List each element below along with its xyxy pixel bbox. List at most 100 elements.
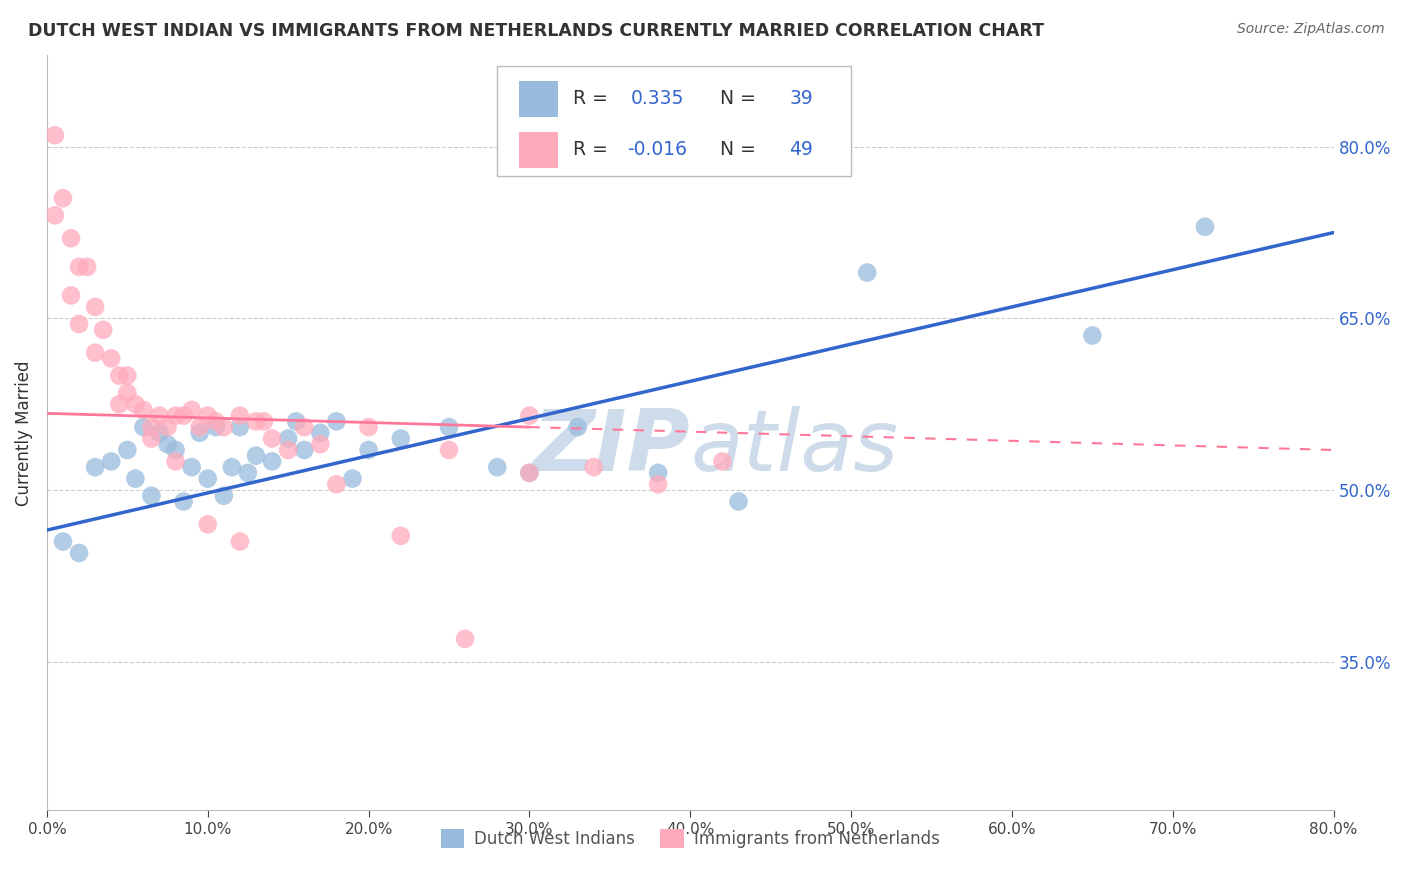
Point	[91, 323, 114, 337]
Point	[647, 466, 669, 480]
Point	[124, 472, 146, 486]
Point	[236, 466, 259, 480]
Point	[100, 454, 122, 468]
Point	[180, 403, 202, 417]
Point	[262, 454, 284, 468]
Point	[124, 397, 146, 411]
Text: R =: R =	[574, 89, 614, 108]
Point	[156, 437, 179, 451]
Point	[262, 432, 284, 446]
Point	[325, 414, 347, 428]
Point	[84, 345, 107, 359]
Text: ZIP: ZIP	[533, 407, 690, 490]
FancyBboxPatch shape	[519, 132, 558, 168]
Point	[389, 529, 412, 543]
Point	[67, 260, 90, 274]
FancyBboxPatch shape	[498, 67, 851, 176]
Point	[84, 300, 107, 314]
Point	[245, 449, 267, 463]
Point	[165, 454, 187, 468]
Point	[325, 477, 347, 491]
Point	[60, 288, 83, 302]
Point	[188, 425, 211, 440]
Point	[141, 489, 163, 503]
Point	[229, 534, 252, 549]
Point	[285, 414, 308, 428]
Point	[148, 425, 170, 440]
Point	[309, 437, 332, 451]
Point	[108, 397, 131, 411]
Point	[165, 442, 187, 457]
Text: DUTCH WEST INDIAN VS IMMIGRANTS FROM NETHERLANDS CURRENTLY MARRIED CORRELATION C: DUTCH WEST INDIAN VS IMMIGRANTS FROM NET…	[28, 22, 1045, 40]
Point	[156, 420, 179, 434]
Point	[204, 420, 226, 434]
Point	[519, 466, 541, 480]
Text: atlas: atlas	[690, 407, 898, 490]
Point	[67, 317, 90, 331]
Point	[454, 632, 477, 646]
Text: 0.335: 0.335	[631, 89, 685, 108]
Point	[711, 454, 734, 468]
Point	[52, 191, 75, 205]
Point	[60, 231, 83, 245]
Point	[245, 414, 267, 428]
Point	[165, 409, 187, 423]
Point	[204, 414, 226, 428]
Point	[277, 442, 299, 457]
Point	[84, 460, 107, 475]
Point	[197, 409, 219, 423]
Point	[132, 403, 155, 417]
Point	[212, 489, 235, 503]
Point	[357, 420, 380, 434]
Point	[389, 432, 412, 446]
Text: -0.016: -0.016	[627, 140, 688, 160]
Point	[229, 409, 252, 423]
Point	[519, 466, 541, 480]
Point	[309, 425, 332, 440]
Point	[253, 414, 276, 428]
Point	[856, 266, 879, 280]
Point	[132, 420, 155, 434]
Y-axis label: Currently Married: Currently Married	[15, 360, 32, 506]
Point	[100, 351, 122, 366]
Text: 49: 49	[789, 140, 813, 160]
Legend: Dutch West Indians, Immigrants from Netherlands: Dutch West Indians, Immigrants from Neth…	[434, 822, 946, 855]
Point	[221, 460, 243, 475]
Point	[67, 546, 90, 560]
Point	[647, 477, 669, 491]
Point	[567, 420, 589, 434]
Point	[117, 368, 139, 383]
Point	[212, 420, 235, 434]
Point	[117, 385, 139, 400]
Point	[292, 420, 315, 434]
Point	[292, 442, 315, 457]
Point	[229, 420, 252, 434]
Point	[188, 420, 211, 434]
Point	[180, 460, 202, 475]
Point	[148, 409, 170, 423]
Text: R =: R =	[574, 140, 614, 160]
Point	[277, 432, 299, 446]
Point	[197, 472, 219, 486]
Point	[108, 368, 131, 383]
Point	[173, 494, 195, 508]
Text: N =: N =	[709, 89, 762, 108]
Point	[582, 460, 605, 475]
Point	[437, 420, 460, 434]
Text: N =: N =	[709, 140, 762, 160]
Point	[342, 472, 364, 486]
Text: Source: ZipAtlas.com: Source: ZipAtlas.com	[1237, 22, 1385, 37]
Point	[1081, 328, 1104, 343]
Point	[437, 442, 460, 457]
Point	[519, 409, 541, 423]
Point	[197, 517, 219, 532]
Point	[52, 534, 75, 549]
Point	[727, 494, 749, 508]
Point	[141, 420, 163, 434]
Point	[141, 432, 163, 446]
Text: 39: 39	[789, 89, 813, 108]
FancyBboxPatch shape	[519, 80, 558, 117]
Point	[486, 460, 509, 475]
Point	[117, 442, 139, 457]
Point	[173, 409, 195, 423]
